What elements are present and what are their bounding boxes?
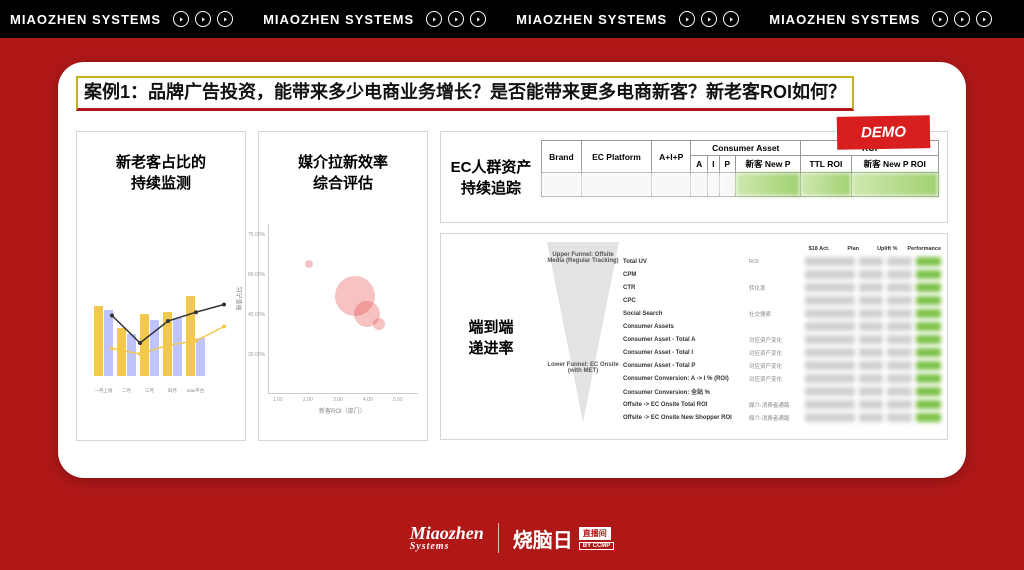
p3-title: EC人群资产持续追踪 (441, 132, 541, 222)
slide: 案例1：品牌广告投资，能带来多少电商业务增长？是否能带来更多电商新客？新老客RO… (58, 62, 966, 478)
slide-title: 案例1：品牌广告投资，能带来多少电商业务增长？是否能带来更多电商新客？新老客RO… (84, 78, 846, 104)
title-box: 案例1：品牌广告投资，能带来多少电商业务增长？是否能带来更多电商新客？新老客RO… (76, 76, 854, 111)
panel-media-efficiency: 媒介拉新效率综合评估 75.00%60.00%45.00%30.00%1.002… (258, 131, 428, 441)
p4-title: 端到端递进率 (441, 234, 541, 439)
panel-new-old-ratio: 新老客占比的持续监测 一月上线二月三月四月max平台 (76, 131, 246, 441)
footer: Miaozhen Systems 烧脑日 直播间 BY CCMP (0, 512, 1024, 564)
footer-brand: 烧脑日 直播间 BY CCMP (513, 524, 615, 553)
footer-subbadge: BY CCMP (579, 542, 615, 550)
funnel-metrics: $18 Act.PlanUplift %PerformanceTotal UVR… (623, 242, 941, 431)
funnel-shape: Upper Funnel: Offsite Media (Regular Tra… (547, 242, 619, 431)
chart-bar-line: 一月上线二月三月四月max平台 (86, 244, 236, 394)
footer-badge: 直播间 (579, 527, 611, 540)
content-row: 新老客占比的持续监测 一月上线二月三月四月max平台 媒介拉新效率综合评估 75… (76, 131, 948, 461)
footer-separator (498, 523, 499, 553)
footer-brand-text: 烧脑日 (513, 524, 573, 553)
funnel-wrap: Upper Funnel: Offsite Media (Regular Tra… (541, 234, 947, 439)
right-column: EC人群资产持续追踪 BrandEC PlatformA+I+PConsumer… (440, 131, 948, 461)
p1-title: 新老客占比的持续监测 (85, 152, 237, 194)
demo-tag: DEMO (837, 115, 931, 150)
top-banner: MIAOZHEN SYSTEMSMIAOZHEN SYSTEMSMIAOZHEN… (0, 0, 1024, 38)
panel-end-to-end: 端到端递进率 Upper Funnel: Offsite Media (Regu… (440, 233, 948, 440)
footer-logo: Miaozhen Systems (410, 525, 484, 550)
p2-title: 媒介拉新效率综合评估 (267, 152, 419, 194)
funnel-upper-label: Upper Funnel: Offsite Media (Regular Tra… (547, 252, 619, 265)
chart-bubble: 75.00%60.00%45.00%30.00%1.002.003.004.00… (268, 224, 418, 394)
ec-asset-table: BrandEC PlatformA+I+PConsumer AssetROIAI… (541, 140, 939, 214)
funnel-lower-label: Lower Funnel: EC Onsite (with MET) (547, 362, 619, 375)
